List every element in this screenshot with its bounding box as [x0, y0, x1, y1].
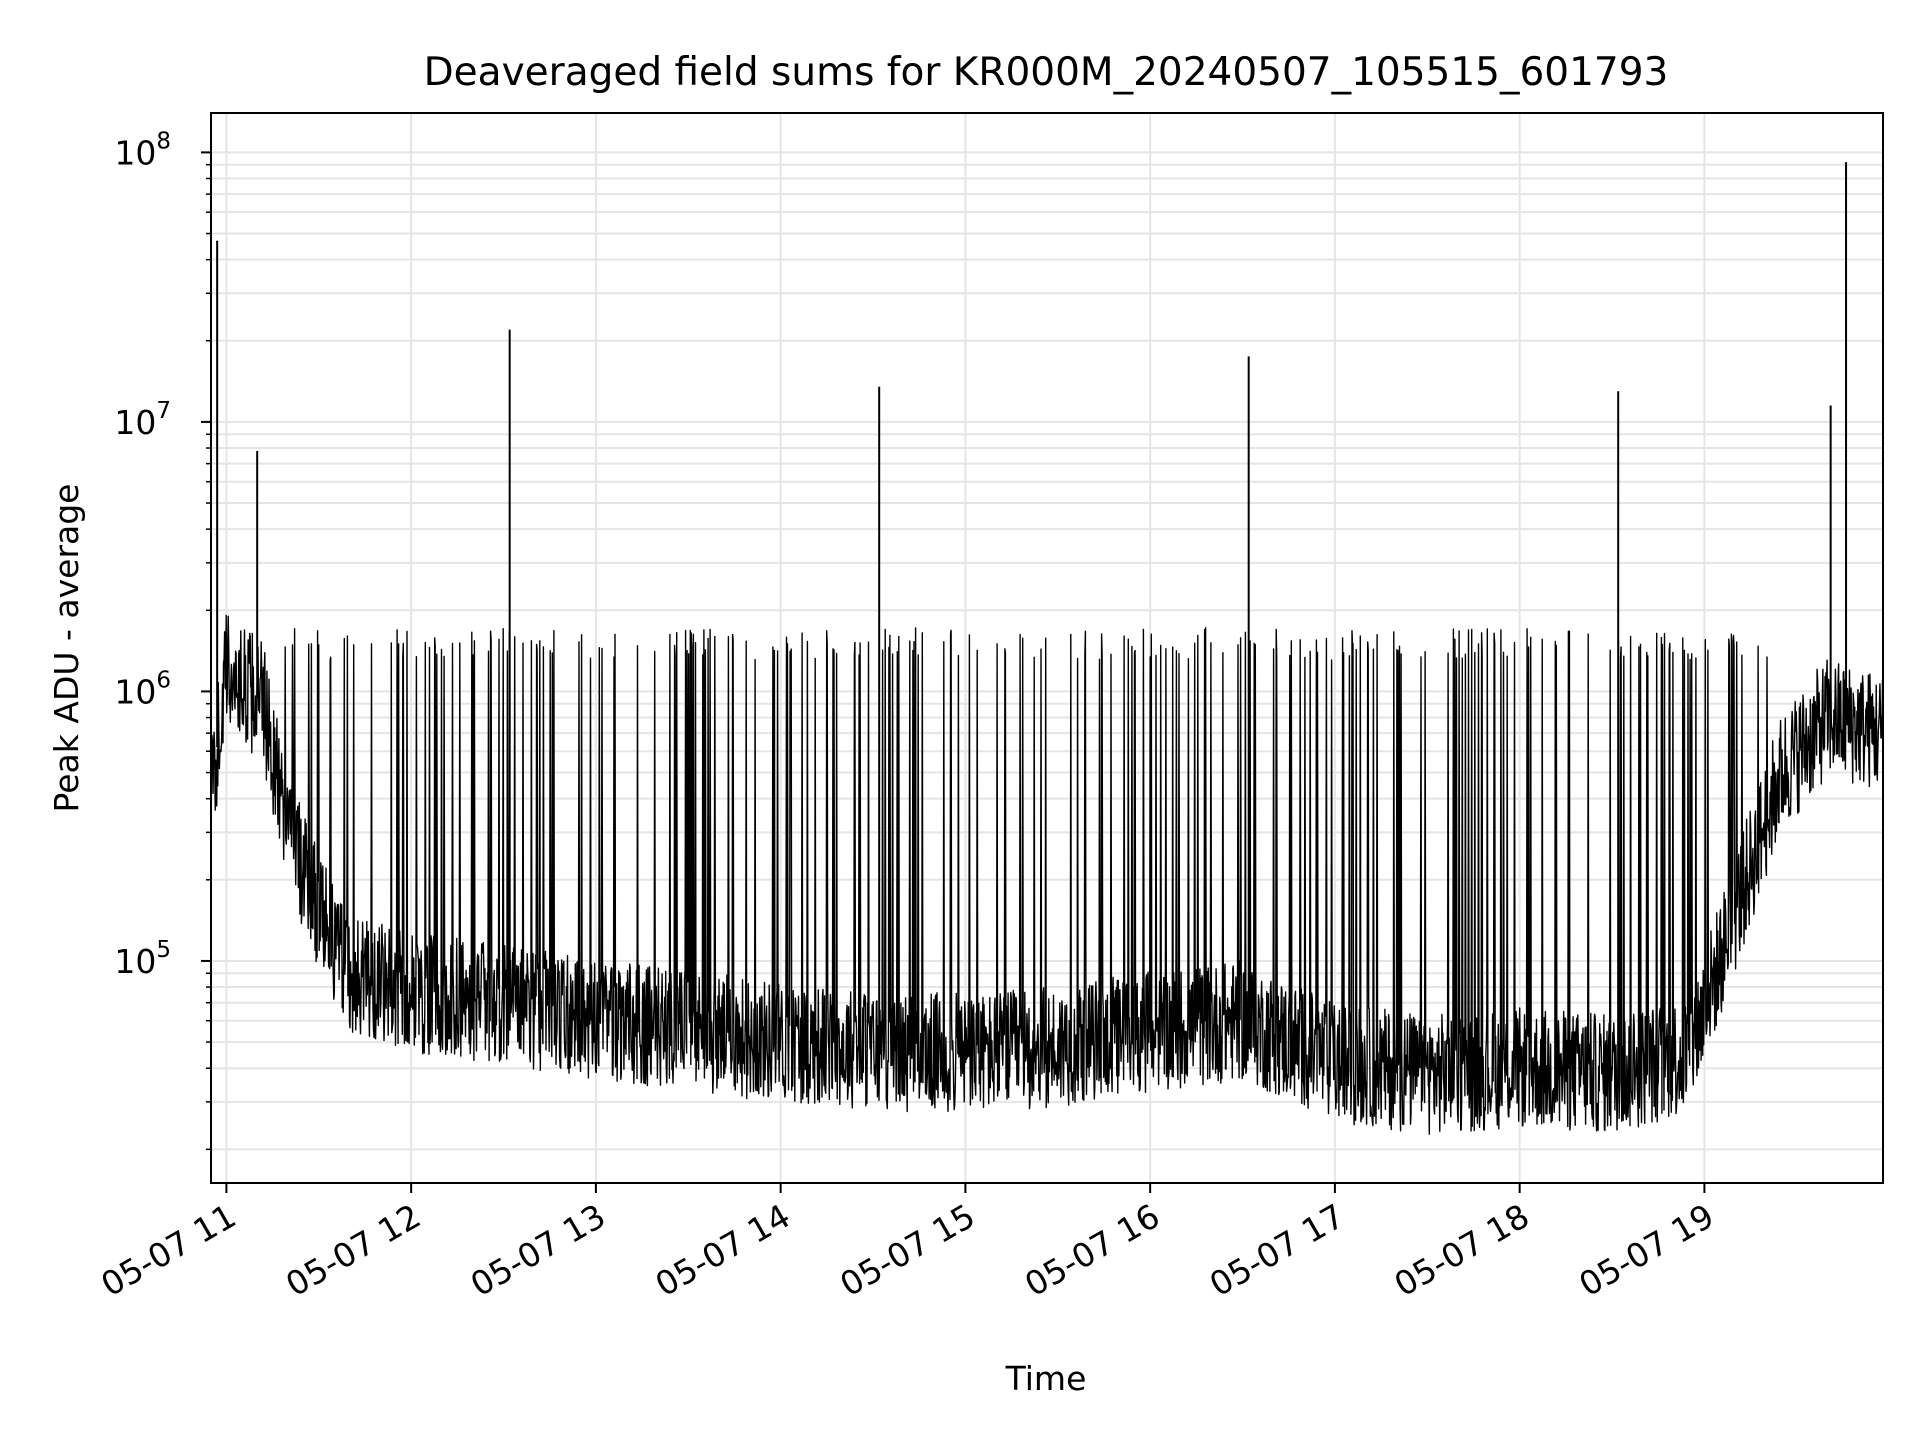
- chart-title: Deaveraged field sums for KR000M_2024050…: [424, 50, 1669, 95]
- y-axis-label: Peak ADU - average: [47, 484, 86, 813]
- plot-area: [210, 162, 1884, 1135]
- axes-frame: [210, 112, 1884, 1184]
- x-axis-label: Time: [1005, 1359, 1087, 1398]
- series-line: [210, 614, 1884, 1135]
